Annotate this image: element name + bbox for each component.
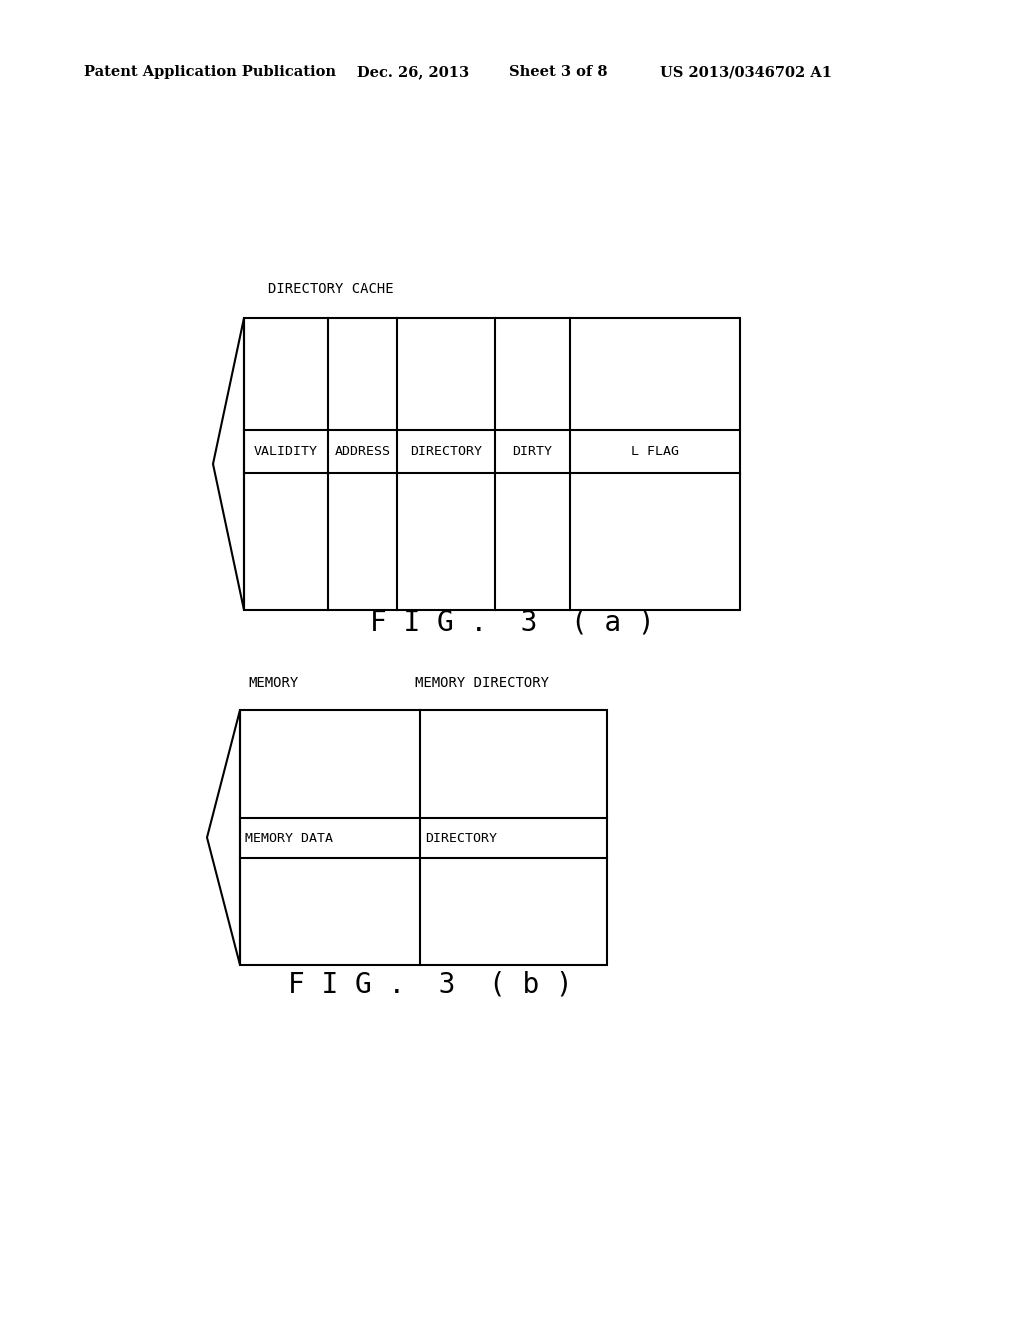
Text: L FLAG: L FLAG xyxy=(631,445,679,458)
Text: MEMORY DATA: MEMORY DATA xyxy=(245,832,333,845)
Text: DIRECTORY: DIRECTORY xyxy=(410,445,482,458)
Text: DIRECTORY: DIRECTORY xyxy=(425,832,497,845)
Text: DIRECTORY CACHE: DIRECTORY CACHE xyxy=(268,282,393,296)
Text: MEMORY DIRECTORY: MEMORY DIRECTORY xyxy=(415,676,549,690)
Text: VALIDITY: VALIDITY xyxy=(254,445,318,458)
Text: Sheet 3 of 8: Sheet 3 of 8 xyxy=(509,65,607,79)
Text: ADDRESS: ADDRESS xyxy=(335,445,390,458)
Text: F I G .  3  ( b ): F I G . 3 ( b ) xyxy=(288,972,572,999)
Text: DIRTY: DIRTY xyxy=(512,445,553,458)
Text: Dec. 26, 2013: Dec. 26, 2013 xyxy=(357,65,469,79)
Text: F I G .  3  ( a ): F I G . 3 ( a ) xyxy=(370,609,654,638)
Text: MEMORY: MEMORY xyxy=(248,676,298,690)
Bar xyxy=(244,318,740,610)
Bar xyxy=(240,710,607,965)
Text: US 2013/0346702 A1: US 2013/0346702 A1 xyxy=(660,65,831,79)
Text: Patent Application Publication: Patent Application Publication xyxy=(84,65,336,79)
